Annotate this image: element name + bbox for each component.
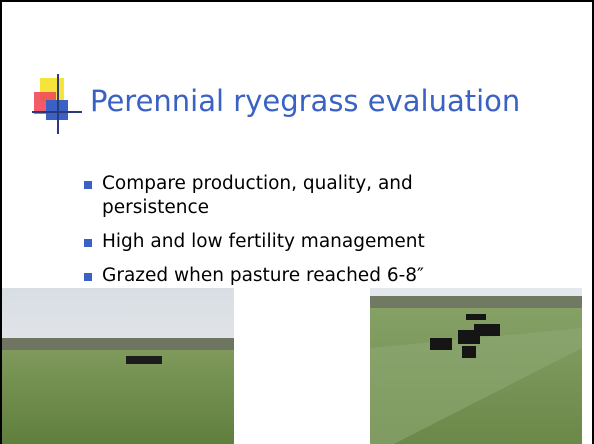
title-decoration bbox=[32, 74, 82, 134]
bullet: Grazed when pasture reached 6-8″ bbox=[82, 264, 442, 288]
bullet: High and low fertility management bbox=[82, 230, 442, 254]
slide-title: Perennial ryegrass evaluation bbox=[90, 84, 521, 118]
bullet-list: Compare production, quality, and persist… bbox=[82, 172, 442, 298]
photo-pasture-left bbox=[2, 288, 234, 444]
photo-pasture-right bbox=[370, 288, 582, 444]
bullet: Compare production, quality, and persist… bbox=[82, 172, 442, 220]
